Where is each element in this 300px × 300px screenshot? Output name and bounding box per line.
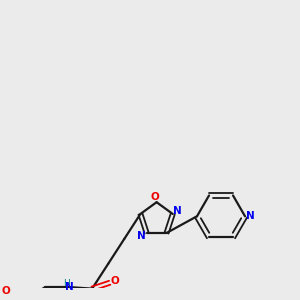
Text: O: O	[111, 276, 119, 286]
Text: N: N	[137, 231, 146, 241]
Text: O: O	[151, 192, 160, 202]
Text: H: H	[63, 279, 70, 288]
Text: O: O	[2, 286, 10, 296]
Text: N: N	[246, 211, 255, 221]
Text: N: N	[173, 206, 182, 216]
Text: N: N	[65, 282, 74, 292]
